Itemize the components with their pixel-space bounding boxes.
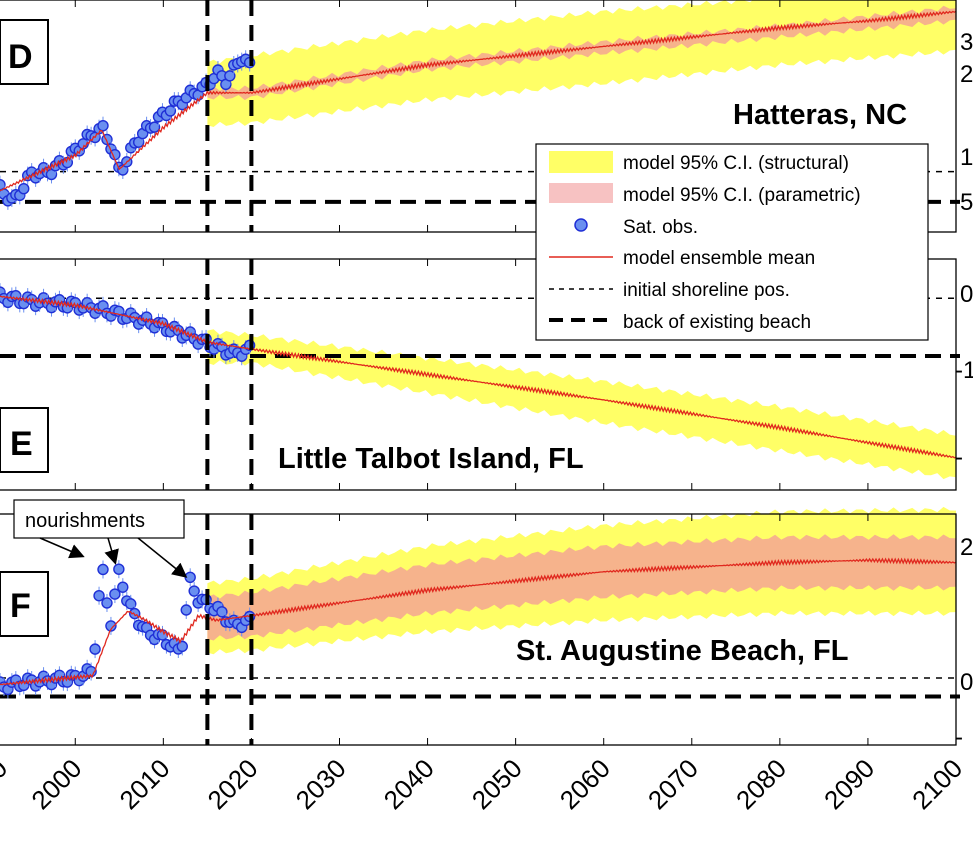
right-tick: - [955,724,963,751]
site-title-hatteras: Hatteras, NC [733,99,907,131]
sat-obs-point [188,585,200,597]
legend-swatch-structural [549,151,613,173]
sat-obs-point [109,588,121,600]
legend-label-parametric: model 95% C.I. (parametric) [623,185,861,206]
sat-obs-point [148,121,161,133]
legend-label-structural: model 95% C.I. (structural) [623,153,849,174]
right-tick: 0 [960,281,973,308]
legend-label-obs: Sat. obs. [623,217,698,238]
right-tick: 1 [960,144,973,171]
legend-label-mean: model ensemble mean [623,248,815,269]
right-tick: 3 [960,29,973,56]
nourishment-arrow [104,537,119,565]
model-mean-line [0,557,957,686]
panel-d [0,0,960,233]
sat-obs-point [117,581,129,593]
sat-obs-point [113,563,125,575]
x-tick-label: 2040 [378,753,440,815]
x-tick-label: 0 [0,753,13,784]
nourishments-label: nourishments [25,510,145,532]
nourishments-annotation: nourishments [13,499,188,578]
sat-obs-point [216,606,228,618]
ci-parametric-band [207,5,956,101]
right-tick: - [955,444,963,471]
legend: model 95% C.I. (structural) model 95% C.… [535,143,929,341]
sat-obs-point [97,563,109,576]
panel-frame [0,258,957,491]
nourishment-arrow [137,537,188,578]
panel-e-label: E [10,425,33,463]
legend-swatch-parametric [549,183,613,203]
legend-box [535,143,929,341]
legend-label-initial: initial shoreline pos. [623,280,790,301]
sat-obs-point [105,620,117,632]
panel-f [0,506,960,746]
x-tick-label: 2030 [290,753,352,815]
nourishments-box [13,499,185,539]
right-tick: 5 [960,189,973,216]
panel-d-label-box [0,19,49,85]
sat-obs-point [184,571,196,583]
x-tick-label: 2100 [906,753,968,815]
x-tick-label: 2010 [113,753,175,815]
sat-obs-point [176,640,188,653]
panel-d-label: D [8,38,33,76]
ci-parametric-band [207,534,956,641]
sat-obs-point [101,597,113,609]
x-tick-label: 2080 [730,753,792,815]
nourishment-arrow [39,537,85,559]
sat-obs-point [93,590,105,602]
panel-frame [0,513,957,746]
model-mean-line [0,10,957,192]
legend-label-back: back of existing beach [623,312,811,333]
panel-e-label-box [0,407,49,473]
x-tick-label: 2060 [554,753,616,815]
panel-frame [0,0,957,233]
right-tick: 2 [960,61,973,88]
x-tick-label: 2020 [202,753,264,815]
sat-obs-point [97,119,109,132]
panel-f-label-box [0,571,49,637]
right-tick: 0 [960,669,973,696]
x-tick-label: 2000 [25,753,87,815]
sat-obs-point [125,598,137,610]
sat-obs-point [224,70,236,82]
x-tick-label: 2050 [466,753,528,815]
panels [0,0,960,746]
sat-obs-point [164,105,177,117]
legend-swatch-obs [574,218,588,232]
sat-obs-point [180,604,192,616]
right-axis-ticks: 3 2 1 5 0 -1 - 2 0 - [955,29,973,751]
right-tick: 2 [960,534,973,561]
x-tick-label: 2070 [642,753,704,815]
site-title-st-augustine: St. Augustine Beach, FL [516,635,848,667]
sat-obs-point [89,643,101,655]
sat-obs-point [18,183,30,195]
x-axis-ticks: 2000 2010 2020 2030 2040 2050 2060 2070 2080 2090… [0,753,968,815]
panel-e [0,258,960,491]
x-tick-label: 2090 [818,753,880,815]
right-tick: -1 [955,357,973,384]
panel-f-label: F [10,587,31,625]
site-title-little-talbot: Little Talbot Island, FL [278,443,584,475]
model-mean-line [0,295,957,459]
ci-structural-band [207,329,956,480]
